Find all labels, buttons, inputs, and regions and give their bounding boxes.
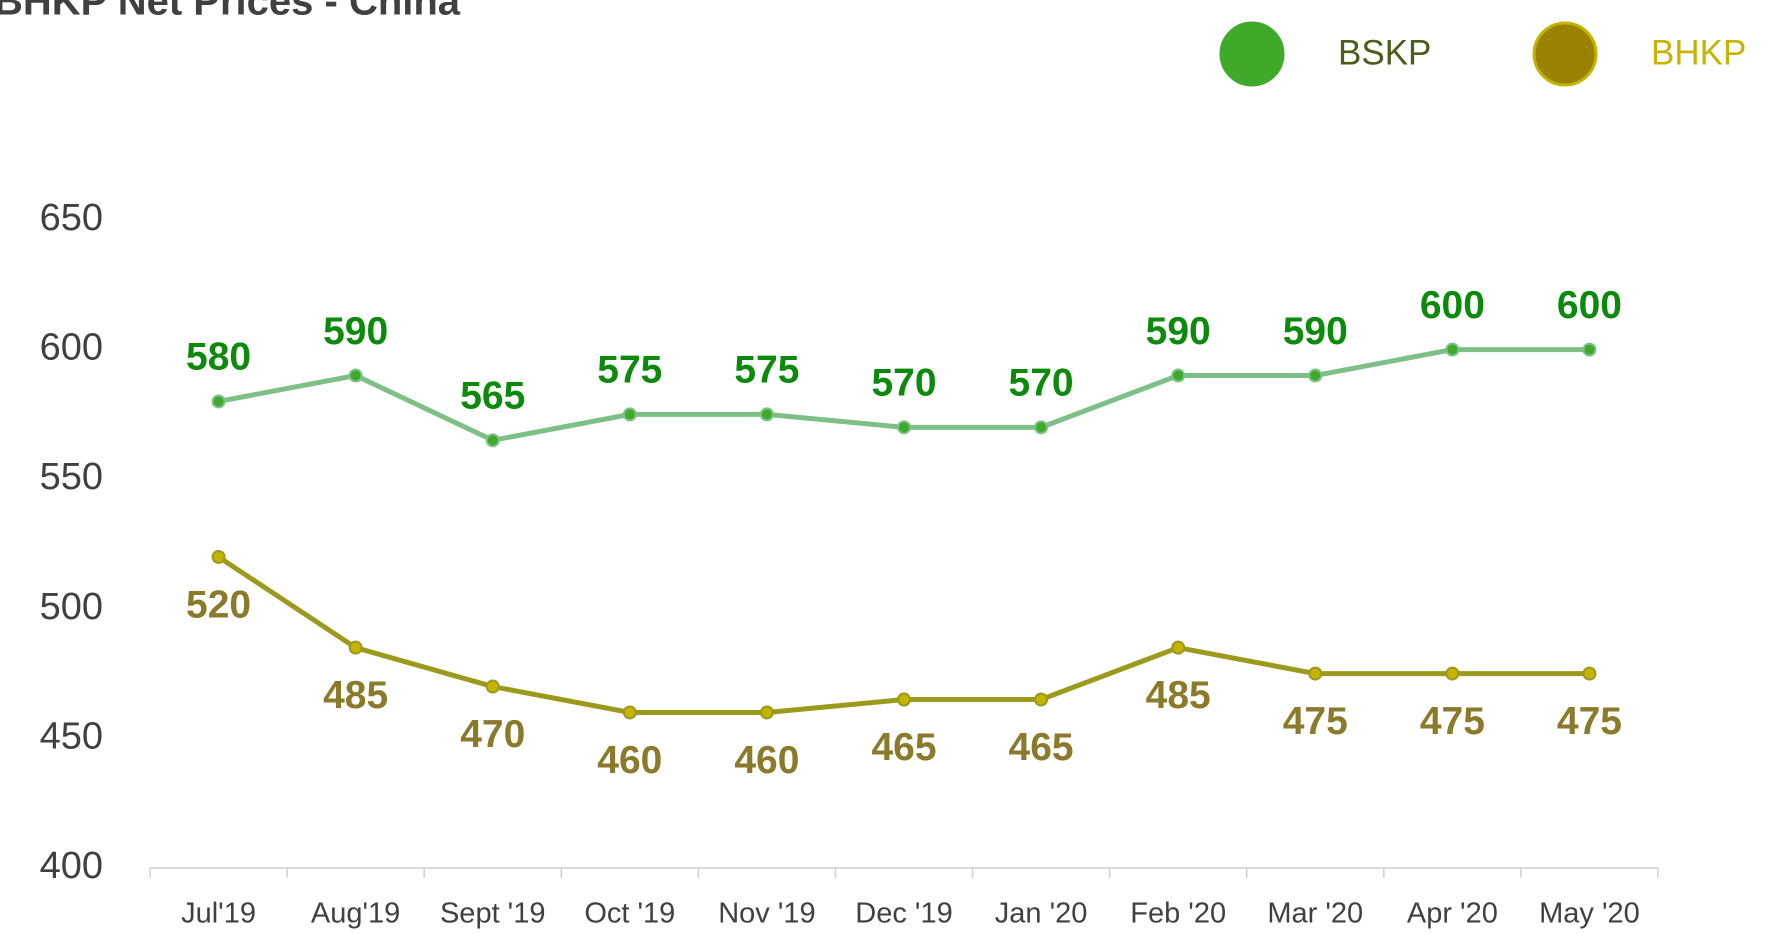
data-point: [759, 407, 774, 422]
x-tick-label: Jul'19: [181, 898, 256, 930]
y-tick-label: 400: [40, 845, 103, 887]
y-tick-label: 600: [40, 327, 103, 369]
data-point: [1034, 420, 1049, 435]
data-point: [211, 549, 226, 564]
data-point: [1582, 342, 1597, 357]
data-label: 565: [460, 375, 525, 418]
data-label: 575: [734, 349, 799, 392]
data-label: 570: [871, 362, 936, 405]
data-label: 590: [1283, 310, 1348, 353]
data-point: [348, 368, 363, 383]
x-tick-label: Feb '20: [1130, 898, 1226, 930]
data-label: 600: [1557, 284, 1622, 327]
data-point: [211, 394, 226, 409]
data-label: 600: [1420, 284, 1485, 327]
data-label: 580: [186, 336, 251, 379]
chart-title: BHKP Net Prices - China: [0, 0, 461, 24]
x-tick-label: Jan '20: [995, 898, 1088, 930]
data-label: 465: [871, 726, 936, 769]
data-label: 475: [1283, 700, 1348, 743]
y-tick-label: 650: [40, 197, 103, 239]
data-point: [1445, 666, 1460, 681]
data-label: 485: [323, 674, 388, 717]
data-label: 590: [323, 310, 388, 353]
data-point: [1308, 368, 1323, 383]
legend-label: BSKP: [1338, 33, 1431, 72]
data-label: 460: [734, 739, 799, 782]
data-point: [1171, 368, 1186, 383]
data-point: [1171, 640, 1186, 655]
y-tick-label: 550: [40, 456, 103, 498]
x-tick-label: Nov '19: [718, 898, 815, 930]
data-point: [622, 407, 637, 422]
data-point: [1582, 666, 1597, 681]
data-point: [622, 705, 637, 720]
data-point: [1034, 692, 1049, 707]
data-point: [759, 705, 774, 720]
x-tick-label: Dec '19: [855, 898, 952, 930]
data-label: 475: [1557, 700, 1622, 743]
data-point: [897, 420, 911, 435]
data-label: 520: [186, 583, 251, 626]
data-point: [485, 433, 500, 448]
data-point: [1445, 342, 1460, 357]
data-label: 465: [1009, 726, 1074, 769]
legend-marker: [1219, 21, 1285, 87]
data-label: 570: [1009, 362, 1074, 405]
y-tick-label: 450: [40, 715, 103, 757]
x-tick-label: Aug'19: [311, 898, 400, 930]
y-tick-label: 500: [40, 586, 103, 628]
series-line: [217, 554, 1590, 715]
data-point: [485, 679, 500, 694]
data-label: 475: [1420, 700, 1485, 743]
x-tick-label: May '20: [1539, 898, 1640, 930]
x-tick-label: Sept '19: [440, 898, 546, 930]
x-tick-label: Apr '20: [1407, 898, 1498, 930]
legend-marker: [1532, 21, 1598, 87]
data-point: [1308, 666, 1323, 681]
data-label: 590: [1146, 310, 1211, 353]
data-label: 485: [1146, 674, 1211, 717]
data-point: [897, 692, 911, 707]
data-label: 575: [597, 349, 662, 392]
x-tick-label: Mar '20: [1267, 898, 1363, 930]
x-tick-label: Oct '19: [584, 898, 675, 930]
legend-label: BHKP: [1651, 33, 1746, 72]
data-label: 460: [597, 739, 662, 782]
data-label: 470: [460, 713, 525, 756]
data-point: [348, 640, 363, 655]
